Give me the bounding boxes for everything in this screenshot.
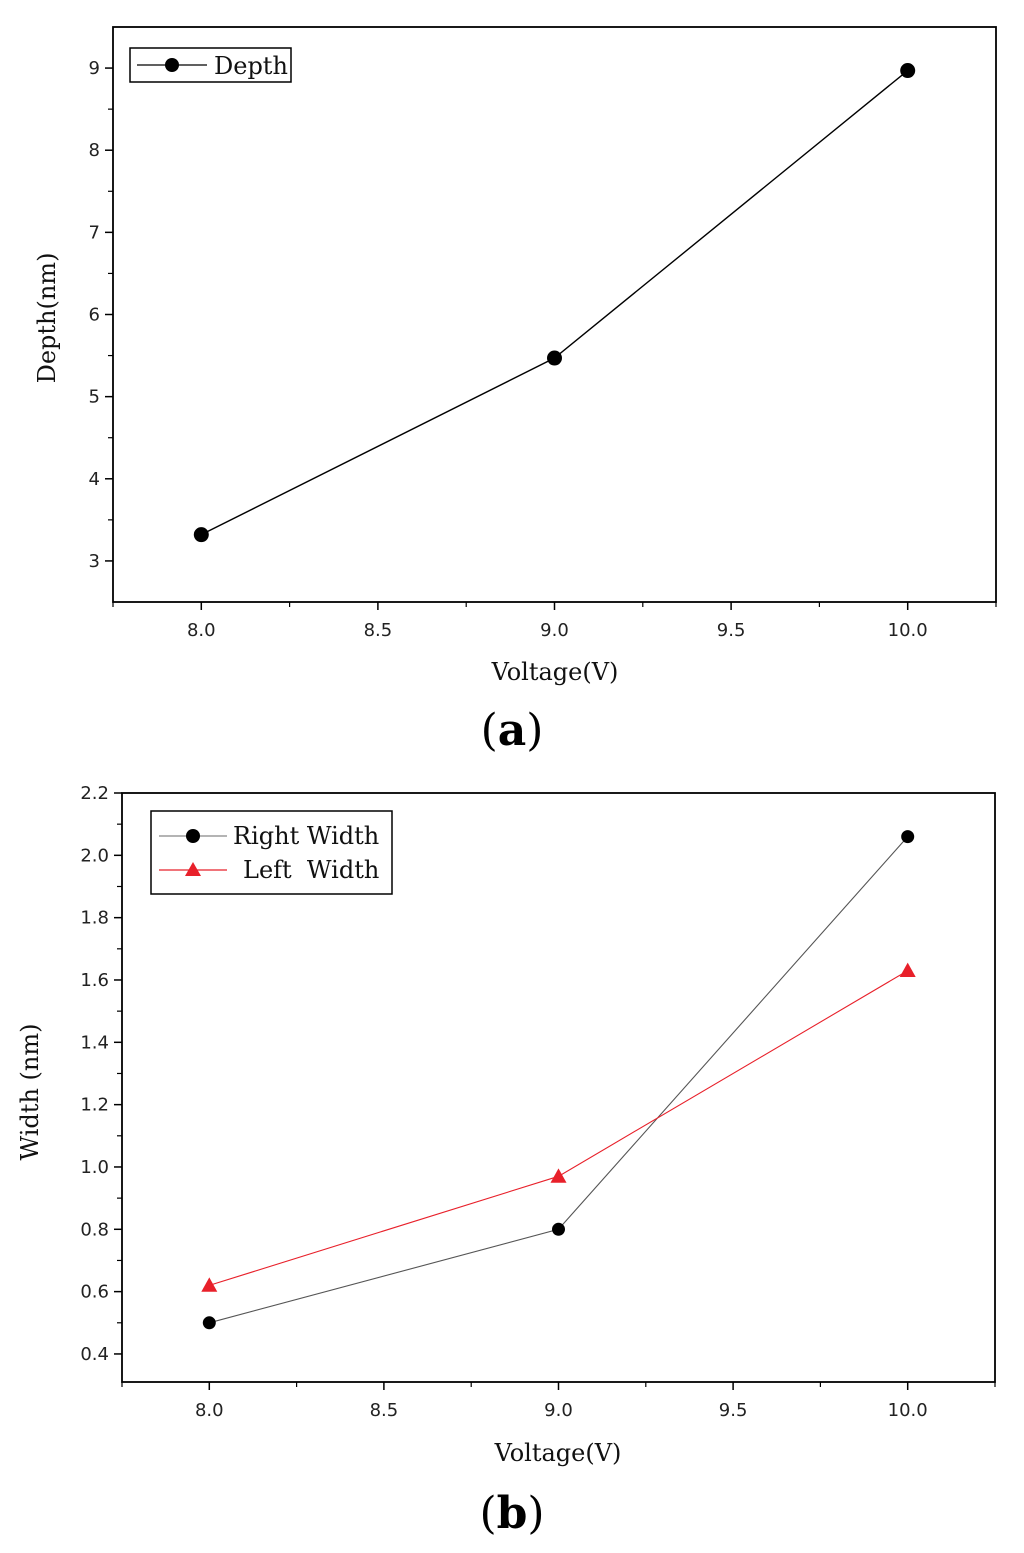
data-point-left-width — [201, 1277, 218, 1292]
data-point-depth — [900, 63, 916, 79]
x-tick-label-a: 8.0 — [187, 620, 216, 641]
x-tick-label-a: 9.0 — [540, 620, 569, 641]
tick-labels-b: 8.0 8.5 9.0 9.5 10.0 0.4 0.6 0.8 1.0 1.2 1.4 1.6 1.8… — [80, 783, 927, 1421]
y-tick-label-b: 2.0 — [80, 845, 109, 866]
y-tick-label-a: 6 — [89, 305, 100, 326]
panel-letter-a: a — [498, 705, 527, 756]
x-tick-label-a: 10.0 — [888, 620, 928, 641]
x-tick-label-b: 9.5 — [719, 1400, 748, 1421]
y-tick-label-b: 0.4 — [80, 1344, 109, 1365]
data-point-right-width — [202, 1316, 216, 1330]
x-tick-label-a: 8.5 — [364, 620, 393, 641]
series-points-a — [193, 63, 916, 543]
y-tick-label-b: 1.8 — [80, 908, 109, 929]
tick-labels-a: 8.0 8.5 9.0 9.5 10.0 3 4 5 6 7 8 9 — [89, 58, 928, 641]
x-axis-title-a: Voltage(V) — [491, 658, 619, 686]
axis-ticks-a — [105, 67, 997, 610]
y-tick-label-b: 1.4 — [80, 1032, 109, 1053]
y-tick-label-a: 5 — [89, 387, 100, 408]
series-line-left-width — [209, 970, 908, 1286]
x-tick-label-b: 9.0 — [544, 1400, 573, 1421]
series-lines-a — [200, 69, 909, 536]
panel-letter-b: b — [497, 1488, 528, 1539]
y-tick-label-b: 0.6 — [80, 1282, 109, 1303]
data-point-depth — [193, 527, 209, 543]
y-tick-label-a: 9 — [89, 58, 100, 79]
series-lines-b — [209, 836, 909, 1324]
y-tick-label-b: 0.8 — [80, 1219, 109, 1240]
legend-box-b — [150, 810, 393, 895]
legend-marker-depth — [165, 58, 179, 72]
legend-marker-right-width — [186, 829, 200, 843]
y-tick-label-b: 2.2 — [80, 783, 109, 804]
data-point-left-width — [550, 1168, 567, 1183]
series-line-right-width — [209, 836, 909, 1324]
data-point-right-width — [552, 1222, 565, 1236]
panel-b-chart: 8.0 8.5 9.0 9.5 10.0 0.4 0.6 0.8 1.0 1.2 1.4 1.6 1.8… — [16, 783, 996, 1539]
legend-b: Right Width Left Width — [150, 810, 393, 895]
data-point-left-width — [899, 962, 916, 978]
y-tick-label-a: 8 — [89, 140, 100, 161]
y-tick-label-a: 4 — [89, 469, 100, 490]
legend-marker-left-width — [185, 862, 201, 876]
series-points-b — [201, 830, 916, 1330]
y-tick-label-a: 3 — [89, 551, 100, 572]
panel-a-chart: 8.0 8.5 9.0 9.5 10.0 3 4 5 6 7 8 9 Voltage(V) Depth… — [33, 26, 997, 756]
x-axis-title-b: Voltage(V) — [494, 1439, 622, 1467]
y-axis-title-b: Width (nm) — [16, 1024, 44, 1161]
data-point-right-width — [901, 830, 915, 844]
legend-label-left-width: Left Width — [243, 856, 379, 884]
x-tick-label-b: 10.0 — [888, 1400, 928, 1421]
legend-label-depth: Depth — [214, 52, 288, 80]
panel-label-b: (b) — [479, 1488, 544, 1539]
axis-ticks-b — [114, 792, 996, 1390]
x-tick-label-b: 8.5 — [370, 1400, 399, 1421]
data-point-depth — [547, 350, 562, 366]
y-axis-title-a: Depth(nm) — [33, 253, 61, 384]
y-tick-label-a: 7 — [89, 222, 100, 243]
series-line-depth — [200, 69, 909, 536]
plot-frame-a — [112, 26, 997, 603]
legend-label-right-width: Right Width — [233, 822, 379, 850]
panel-label-a: (a) — [481, 705, 544, 756]
legend-a: Depth — [129, 47, 292, 83]
y-tick-label-b: 1.6 — [80, 970, 109, 991]
x-tick-label-a: 9.5 — [717, 620, 746, 641]
y-tick-label-b: 1.0 — [80, 1157, 109, 1178]
y-tick-label-b: 1.2 — [80, 1095, 109, 1116]
x-tick-label-b: 8.0 — [195, 1400, 224, 1421]
